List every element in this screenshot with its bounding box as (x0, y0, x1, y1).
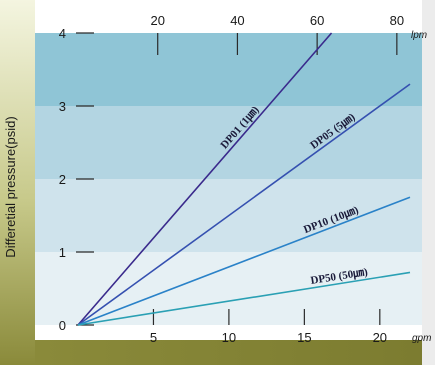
series-lines (77, 32, 411, 326)
x-bottom-tick-label: 15 (297, 330, 311, 345)
x-bottom-tick-label: 10 (222, 330, 236, 345)
series-line (77, 83, 411, 326)
x-top-tick-label: 60 (310, 13, 324, 28)
top-strip (35, 0, 422, 33)
background-band (35, 33, 422, 106)
right-frame (422, 0, 435, 365)
y-tick-label: 4 (59, 26, 66, 41)
x-top-tick-label: 80 (390, 13, 404, 28)
left-frame (0, 0, 35, 365)
x-bottom-tick-label: 20 (373, 330, 387, 345)
x-top-tick-label: 40 (230, 13, 244, 28)
x-top-tick-label: 20 (150, 13, 164, 28)
y-tick-label: 1 (59, 245, 66, 260)
bottom-frame (35, 340, 422, 365)
background-band (35, 106, 422, 179)
series-line (77, 196, 411, 326)
series-line (77, 271, 411, 326)
axes: 0 1 2 3 4 5 10 15 20 20 40 60 80 lpm gpm Differetial pr… (3, 13, 431, 345)
x-top-unit: lpm (411, 30, 427, 41)
y-axis-label: Differetial pressure(psid) (3, 116, 18, 257)
x-bottom-tick-label: 5 (150, 330, 157, 345)
x-bottom-unit: gpm (412, 333, 431, 344)
y-tick-label: 2 (59, 172, 66, 187)
y-tick-label: 0 (59, 318, 66, 333)
series-line (77, 32, 333, 326)
y-tick-label: 3 (59, 99, 66, 114)
